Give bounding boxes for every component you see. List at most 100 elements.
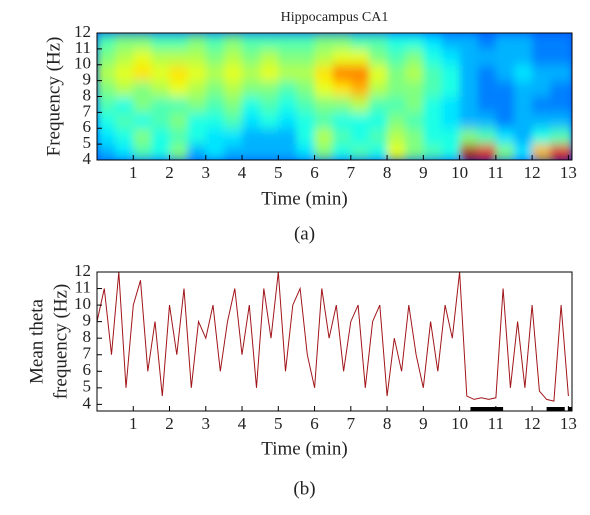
x-tick-label: 7 (347, 414, 356, 433)
heatmap-cell (223, 96, 243, 113)
heatmap-cell (350, 33, 370, 50)
heatmap-cell (495, 64, 515, 82)
heatmap-cell (368, 144, 388, 160)
heatmap-cell (260, 96, 279, 113)
heatmap-cell (441, 80, 461, 97)
heatmap-cell (550, 48, 572, 66)
heatmap-cell (169, 144, 189, 160)
x-tick-label: 13 (560, 414, 577, 433)
heatmap-cell (459, 112, 479, 129)
heatmap-cell (296, 64, 316, 82)
heatmap-cell (550, 144, 572, 160)
heatmap-cell (477, 48, 497, 66)
heatmap-cell (133, 48, 152, 66)
heatmap-cell (350, 64, 370, 82)
heatmap-cell (550, 128, 572, 145)
x-tick-label: 10 (451, 163, 468, 182)
y-tick-label: 8 (83, 85, 92, 104)
heatmap-cell (314, 64, 334, 82)
heatmap-cell (387, 80, 406, 97)
heatmap-cell (441, 48, 461, 66)
heatmap-cell (423, 96, 442, 113)
x-tick-label: 1 (129, 163, 138, 182)
heatmap-cell (314, 128, 334, 145)
heatmap-cell (387, 48, 406, 66)
y-tick-label: 11 (75, 38, 91, 57)
heatmap-cell (532, 96, 551, 113)
heatmap-cell (368, 33, 388, 50)
heatmap-cell (133, 33, 152, 50)
heatmap-cell (350, 48, 370, 66)
heatmap-cell (459, 80, 479, 97)
heatmap-cell (332, 112, 352, 129)
heatmap-cell (368, 64, 388, 82)
heatmap-cell (459, 33, 479, 50)
heatmap-blur (97, 33, 572, 160)
x-axis-label: Time (min) (261, 438, 347, 459)
y-tick-label: 12 (74, 22, 91, 41)
heatmap-cell (495, 80, 515, 97)
heatmap-cell (169, 64, 189, 82)
heatmap-cell (242, 128, 261, 145)
x-tick-label: 3 (202, 414, 211, 433)
heatmap-cell (368, 128, 388, 145)
heatmap-cell (205, 64, 225, 82)
heatmap-cell (169, 33, 189, 50)
y-tick-label: 7 (83, 101, 92, 120)
heatmap-cell (513, 80, 533, 97)
y-tick-label: 12 (74, 261, 91, 280)
heatmap-cell (441, 128, 461, 145)
heatmap-cell (133, 112, 152, 129)
heatmap-cell (223, 80, 243, 97)
heatmap-cell (332, 144, 352, 160)
heatmap-cell (405, 64, 424, 82)
heatmap-cell (350, 96, 370, 113)
heatmap-cell (314, 33, 334, 50)
heatmap-cell (242, 112, 261, 129)
heatmap-cell (97, 64, 116, 82)
heatmap-cell (151, 112, 171, 129)
y-tick-label: 9 (83, 70, 92, 89)
x-tick-label: 12 (524, 414, 541, 433)
heatmap-cell (205, 80, 225, 97)
heatmap-cell (332, 64, 352, 82)
y-tick-label: 9 (83, 311, 92, 330)
heatmap-cell (205, 33, 225, 50)
heatmap-cell (115, 96, 134, 113)
heatmap-cell (169, 80, 189, 97)
panel-caption: (a) (294, 223, 315, 244)
heatmap-cell (532, 128, 551, 145)
heatmap-cell (115, 128, 134, 145)
heatmap-cell (97, 96, 116, 113)
heatmap-cell (169, 112, 189, 129)
heatmap-cell (278, 112, 297, 129)
heatmap-cell (115, 48, 134, 66)
heatmap-cell (550, 64, 572, 82)
heatmap-cell (223, 48, 243, 66)
heatmap-cell (477, 33, 497, 50)
heatmap-cell (133, 128, 152, 145)
heatmap-cell (350, 112, 370, 129)
heatmap-cell (296, 96, 316, 113)
heatmap-cell (151, 144, 171, 160)
heatmap-cell (260, 80, 279, 97)
heatmap-cell (296, 112, 316, 129)
heatmap-cell (477, 112, 497, 129)
x-tick-label: 10 (451, 414, 468, 433)
heatmap-cell (133, 144, 152, 160)
y-tick-label: 4 (83, 393, 92, 412)
heatmap-cell (115, 64, 134, 82)
x-tick-label: 8 (383, 414, 392, 433)
heatmap-cell (296, 128, 316, 145)
heatmap-cell (205, 48, 225, 66)
heatmap-cell (387, 96, 406, 113)
heatmap-cell (314, 144, 334, 160)
heatmap-cell (278, 96, 297, 113)
heatmap-cell (495, 96, 515, 113)
heatmap-cell (260, 33, 279, 50)
heatmap-cell (332, 96, 352, 113)
heatmap-cell (314, 80, 334, 97)
heatmap-cell (151, 33, 171, 50)
heatmap-cell (169, 48, 189, 66)
heatmap-cell (151, 128, 171, 145)
